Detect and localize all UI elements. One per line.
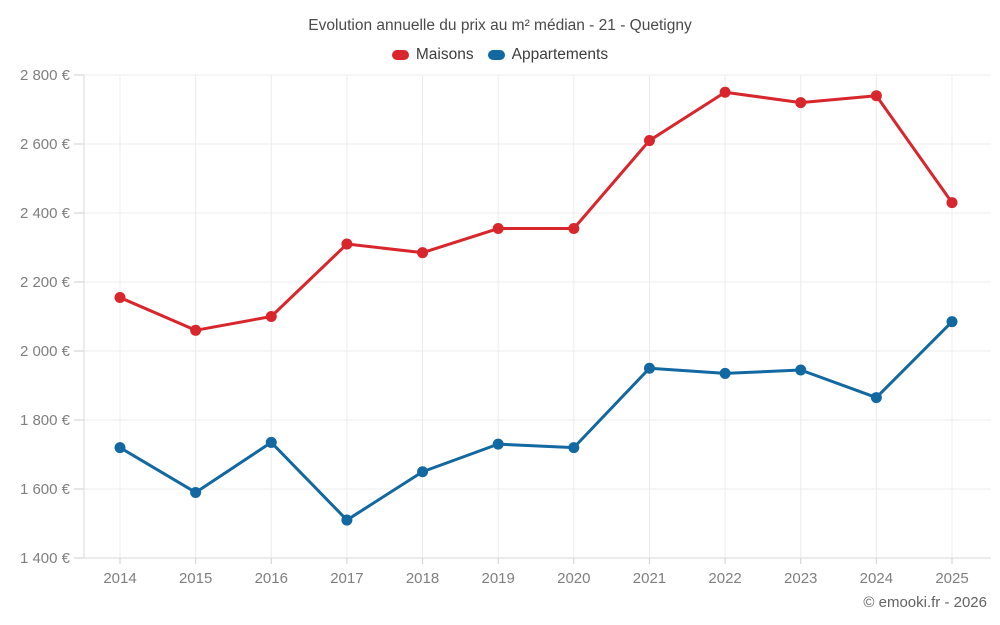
data-point-maisons-2014[interactable] [114, 292, 126, 304]
y-axis-label: 1 800 € [20, 412, 71, 429]
x-axis-label: 2014 [103, 570, 136, 587]
data-point-appartements-2014[interactable] [114, 442, 126, 454]
y-axis-label: 2 000 € [20, 343, 71, 360]
data-point-appartements-2022[interactable] [719, 367, 731, 379]
series-line-appartements [118, 320, 954, 522]
x-axis-label: 2015 [179, 570, 212, 587]
y-axis-label: 1 600 € [20, 481, 71, 498]
data-point-maisons-2015[interactable] [190, 324, 202, 336]
data-point-maisons-2017[interactable] [341, 238, 353, 250]
y-axis-label: 2 600 € [20, 136, 71, 153]
copyright-text: © emooki.fr - 2026 [863, 594, 987, 611]
maisons-series-swatch-icon [391, 50, 409, 60]
data-point-maisons-2020[interactable] [568, 223, 580, 235]
data-point-maisons-2022[interactable] [719, 86, 731, 98]
data-point-appartements-2018[interactable] [417, 466, 429, 478]
data-point-appartements-2023[interactable] [795, 364, 807, 376]
data-point-maisons-2018[interactable] [417, 247, 429, 259]
data-point-maisons-2024[interactable] [870, 90, 882, 102]
x-axis-label: 2024 [860, 570, 893, 587]
x-axis-label: 2022 [708, 570, 741, 587]
data-point-appartements-2017[interactable] [341, 514, 353, 526]
data-point-appartements-2020[interactable] [568, 442, 580, 454]
data-point-maisons-2021[interactable] [643, 135, 655, 147]
y-axis-label: 1 400 € [20, 550, 71, 567]
y-axis-label: 2 200 € [20, 274, 71, 291]
x-axis-label: 2016 [255, 570, 288, 587]
legend-label-appartements: Appartements [511, 46, 609, 63]
legend-item-appartements[interactable]: Appartements [487, 46, 609, 64]
x-axis-label: 2020 [557, 570, 590, 587]
data-point-appartements-2015[interactable] [190, 486, 202, 498]
y-axis-label: 2 400 € [20, 205, 71, 222]
x-axis-label: 2025 [935, 570, 968, 587]
data-point-maisons-2025[interactable] [946, 197, 958, 209]
data-point-appartements-2016[interactable] [265, 436, 277, 448]
appartements-series-swatch-icon [487, 50, 505, 60]
data-point-maisons-2019[interactable] [492, 223, 504, 235]
data-point-maisons-2023[interactable] [795, 97, 807, 109]
data-point-maisons-2016[interactable] [265, 311, 277, 322]
data-point-appartements-2021[interactable] [643, 362, 655, 374]
legend-item-maisons[interactable]: Maisons [391, 46, 474, 64]
legend: Maisons Appartements [0, 46, 1000, 64]
chart-title: Evolution annuelle du prix au m² médian … [308, 17, 692, 34]
data-point-appartements-2019[interactable] [492, 438, 504, 450]
x-axis-label: 2019 [481, 570, 514, 587]
x-axis-label: 2021 [633, 570, 666, 587]
data-point-appartements-2025[interactable] [946, 316, 958, 328]
data-point-appartements-2024[interactable] [870, 392, 882, 404]
legend-label-maisons: Maisons [415, 46, 474, 63]
x-axis-label: 2017 [330, 570, 363, 587]
x-axis-label: 2018 [406, 570, 439, 587]
y-axis-label: 2 800 € [20, 67, 71, 84]
x-axis-label: 2023 [784, 570, 817, 587]
series-line-maisons [118, 90, 954, 332]
